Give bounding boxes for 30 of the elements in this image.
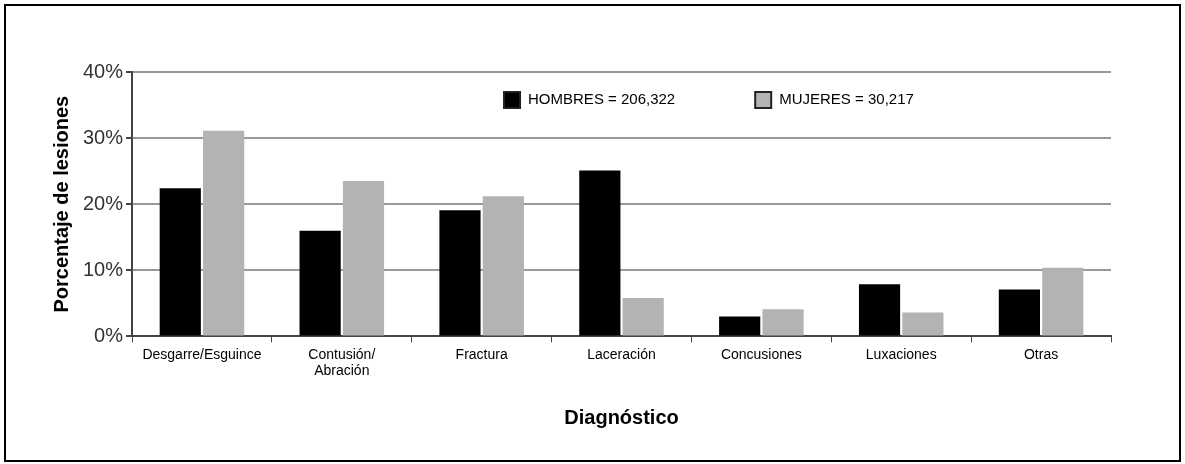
x-tick-label: Otras: [1023, 345, 1059, 362]
bar: [342, 181, 385, 336]
y-axis-title: Porcentaje de lesiones: [49, 95, 72, 313]
x-tick-label: Luxaciones: [865, 345, 937, 362]
y-tick-label: 10%: [83, 257, 124, 280]
bar: [858, 284, 901, 336]
x-axis-title: Diagnóstico: [564, 405, 679, 428]
y-tick-label: 20%: [83, 191, 124, 214]
bar: [902, 312, 944, 336]
y-tick-label: 30%: [83, 125, 124, 148]
x-tick-label: Fractura: [455, 345, 508, 362]
x-tick-label: Concusiones: [720, 345, 802, 362]
x-tick-label: Laceración: [587, 345, 656, 362]
bar: [622, 298, 664, 336]
bar: [719, 316, 761, 336]
bar: [1042, 267, 1084, 336]
x-tick-label: Contusión/ Abración: [308, 345, 376, 379]
x-tick-label: Desgarre/Esguince: [142, 345, 262, 362]
bar: [439, 210, 481, 336]
legend-label: MUJERES = 30,217: [779, 90, 914, 108]
bar: [159, 188, 201, 336]
y-tick-label: 40%: [83, 59, 124, 82]
bar: [482, 196, 524, 336]
legend-label: HOMBRES = 206,322: [528, 90, 676, 108]
y-tick-label: 0%: [94, 323, 124, 346]
bar: [203, 130, 245, 336]
bar: [762, 309, 804, 336]
bar: [579, 170, 621, 336]
bar: [299, 230, 341, 336]
bar: [998, 289, 1040, 336]
